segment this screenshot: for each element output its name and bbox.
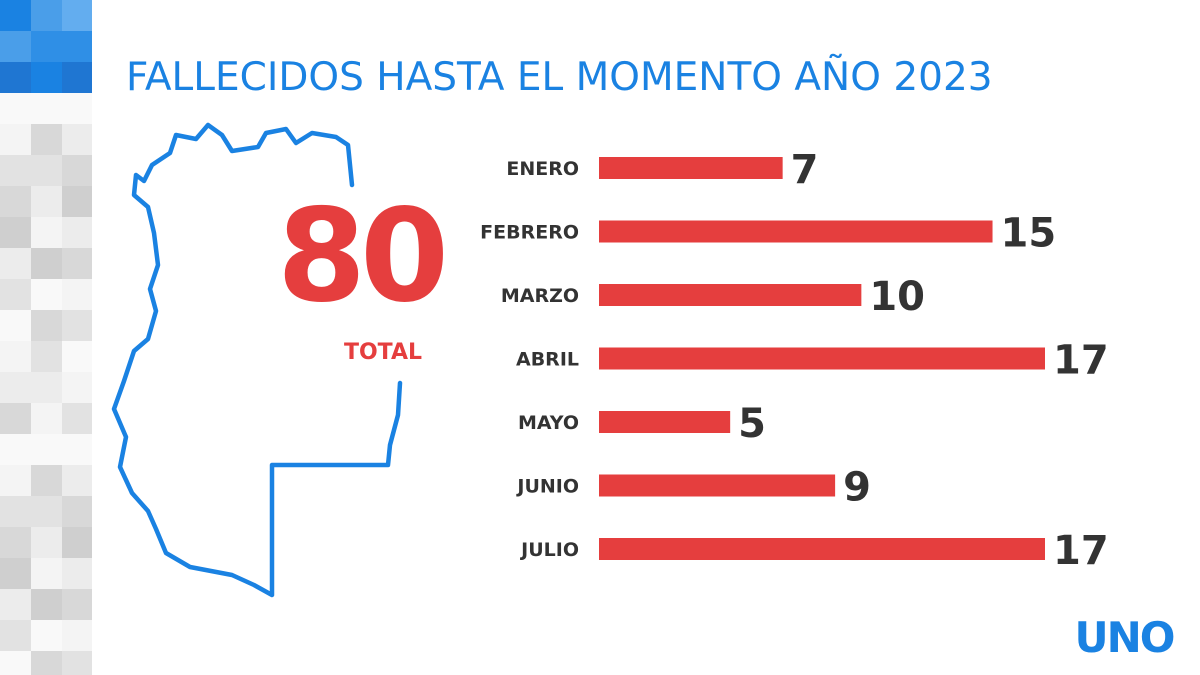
page-title: FALLECIDOS HASTA EL MOMENTO AÑO 2023: [126, 55, 993, 100]
pixel-tile: [62, 217, 92, 248]
pixel-tile: [31, 155, 62, 186]
pixel-tile: [0, 341, 31, 372]
pixel-tile: [62, 403, 92, 434]
pixel-tile: [62, 620, 92, 651]
pixel-tile: [62, 0, 92, 31]
pixel-tile: [31, 0, 62, 31]
value-label: 10: [869, 274, 925, 320]
pixel-tile: [0, 62, 31, 93]
pixel-tile: [0, 31, 31, 62]
pixel-tile: [62, 155, 92, 186]
pixel-tile: [31, 620, 62, 651]
bar: [599, 220, 993, 243]
category-label: MARZO: [501, 285, 579, 307]
pixel-tile: [62, 496, 92, 527]
bar: [599, 157, 783, 179]
pixel-tile: [31, 186, 62, 217]
pixel-tile: [0, 465, 31, 496]
pixel-tile: [31, 403, 62, 434]
province-map-outline: [111, 122, 403, 598]
pixel-tile: [31, 279, 62, 310]
pixel-tile: [62, 341, 92, 372]
bar: [599, 347, 1045, 370]
pixel-tile: [31, 496, 62, 527]
pixel-tile: [0, 620, 31, 651]
category-label: ABRIL: [516, 349, 579, 371]
pixel-tile: [31, 124, 62, 155]
pixel-tile: [0, 217, 31, 248]
pixel-tile: [31, 341, 62, 372]
pixel-tile: [62, 248, 92, 279]
pixel-tile: [31, 558, 62, 589]
pixel-tile: [0, 651, 31, 675]
pixel-tile: [0, 186, 31, 217]
pixel-tile: [31, 310, 62, 341]
pixel-tile: [31, 465, 62, 496]
pixel-tile: [0, 403, 31, 434]
uno-logo: UNO: [1074, 613, 1176, 662]
pixel-tile: [0, 434, 31, 465]
pixel-tile: [0, 589, 31, 620]
pixel-tile: [0, 93, 31, 124]
pixel-tile: [31, 651, 62, 675]
pixel-tile: [0, 124, 31, 155]
category-label: MAYO: [518, 412, 579, 434]
category-label: JUNIO: [515, 476, 579, 498]
bar: [599, 284, 862, 306]
map-border-line: [111, 122, 403, 598]
pixel-tile: [62, 93, 92, 124]
pixel-tile: [0, 0, 31, 31]
pixel-tile: [62, 372, 92, 403]
pixel-tile: [62, 465, 92, 496]
pixel-tile: [62, 31, 92, 62]
value-label: 15: [1001, 211, 1057, 257]
bar: [599, 474, 836, 497]
monthly-bar-chart: ENERO 7 FEBRERO 15 MARZO 10 ABRIL 17 MAYO 5 JUNIO 9…: [480, 147, 1109, 574]
value-label: 17: [1053, 338, 1109, 384]
bar: [599, 411, 731, 433]
pixel-tile: [31, 589, 62, 620]
pixel-tile: [62, 62, 92, 93]
pixel-tile: [62, 310, 92, 341]
pixel-tile: [62, 558, 92, 589]
value-label: 17: [1053, 528, 1109, 574]
pixel-tile: [0, 558, 31, 589]
pixel-tile: [62, 651, 92, 675]
pixel-tile: [62, 589, 92, 620]
total-label: TOTAL: [343, 340, 423, 365]
value-label: 9: [843, 465, 871, 511]
pixel-tile: [62, 527, 92, 558]
pixel-tile: [62, 124, 92, 155]
category-label: FEBRERO: [480, 222, 579, 244]
pixel-tile: [31, 62, 62, 93]
pixel-tile: [0, 310, 31, 341]
pixel-tile: [31, 527, 62, 558]
pixel-tile: [0, 527, 31, 558]
pixel-tile: [0, 496, 31, 527]
pixel-tile: [0, 248, 31, 279]
category-label: JULIO: [519, 539, 579, 561]
pixel-tile: [31, 93, 62, 124]
pixel-tile: [31, 248, 62, 279]
pixel-tile: [31, 217, 62, 248]
bar: [599, 538, 1045, 560]
total-value: 80: [276, 182, 449, 331]
pixel-tile: [0, 372, 31, 403]
category-label: ENERO: [506, 158, 579, 180]
value-label: 7: [791, 147, 819, 193]
value-label: 5: [738, 401, 766, 447]
pixel-tile: [0, 155, 31, 186]
pixel-tile: [62, 434, 92, 465]
pixel-tile: [31, 434, 62, 465]
pixel-tile: [31, 372, 62, 403]
pixel-tile: [31, 31, 62, 62]
pixel-tile: [0, 279, 31, 310]
pixel-tile: [62, 279, 92, 310]
pixel-tile: [62, 186, 92, 217]
decorative-pixel-strip: [0, 0, 92, 675]
